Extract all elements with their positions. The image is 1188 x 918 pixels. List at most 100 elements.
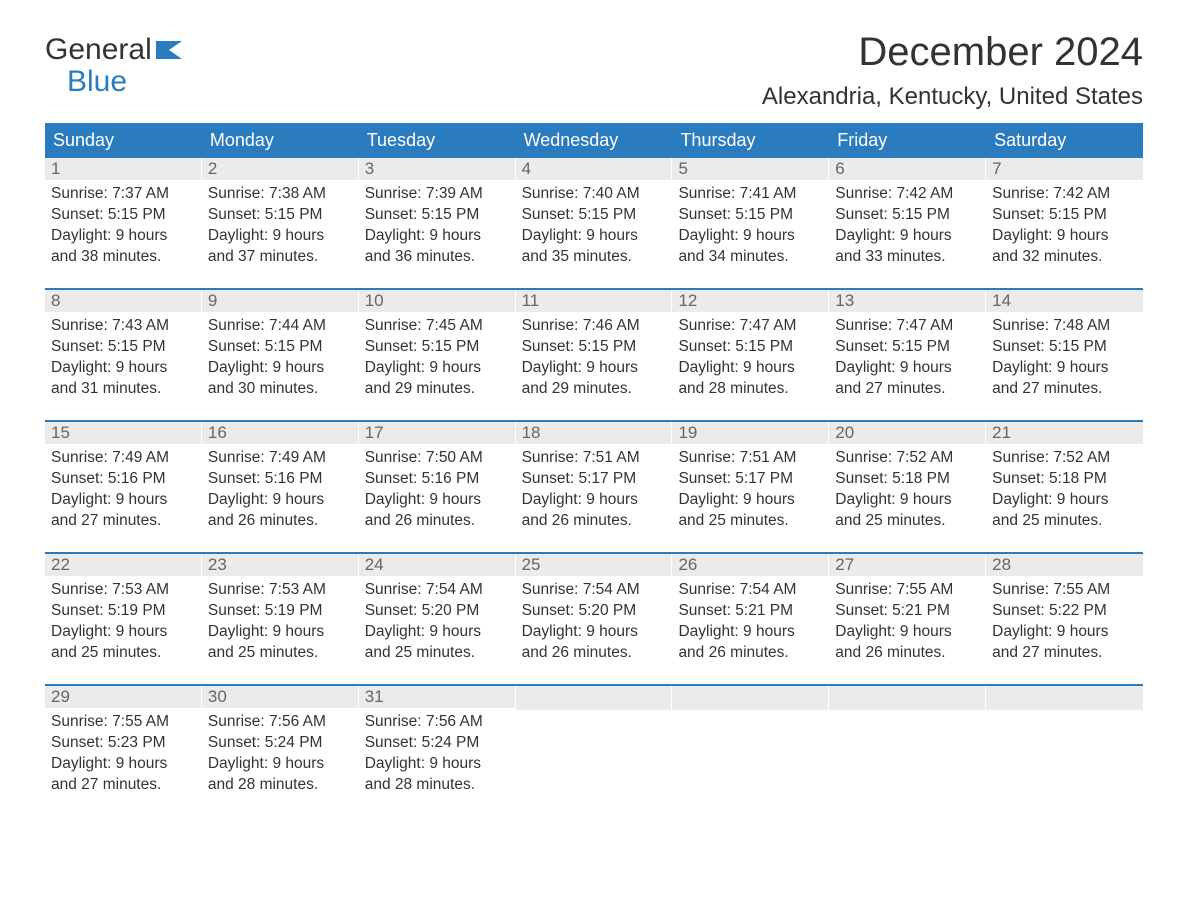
sunset-text: Sunset: 5:23 PM	[51, 733, 196, 754]
day-cell: 13Sunrise: 7:47 AMSunset: 5:15 PMDayligh…	[829, 290, 986, 420]
day-body: Sunrise: 7:47 AMSunset: 5:15 PMDaylight:…	[829, 312, 986, 404]
day-number: 21	[986, 422, 1143, 444]
sunset-text: Sunset: 5:24 PM	[208, 733, 353, 754]
sunrise-text: Sunrise: 7:42 AM	[992, 184, 1137, 205]
day-cell: 11Sunrise: 7:46 AMSunset: 5:15 PMDayligh…	[516, 290, 673, 420]
day-cell: 22Sunrise: 7:53 AMSunset: 5:19 PMDayligh…	[45, 554, 202, 684]
sunset-text: Sunset: 5:17 PM	[522, 469, 667, 490]
daylight-text-2: and 31 minutes.	[51, 379, 196, 400]
daylight-text-2: and 25 minutes.	[678, 511, 823, 532]
day-number	[672, 686, 829, 710]
daylight-text-2: and 26 minutes.	[835, 643, 980, 664]
day-number: 22	[45, 554, 202, 576]
day-number: 26	[672, 554, 829, 576]
daylight-text-1: Daylight: 9 hours	[365, 754, 510, 775]
day-body: Sunrise: 7:39 AMSunset: 5:15 PMDaylight:…	[359, 180, 516, 272]
sunrise-text: Sunrise: 7:54 AM	[365, 580, 510, 601]
daylight-text-1: Daylight: 9 hours	[678, 622, 823, 643]
day-body: Sunrise: 7:47 AMSunset: 5:15 PMDaylight:…	[672, 312, 829, 404]
day-body: Sunrise: 7:51 AMSunset: 5:17 PMDaylight:…	[672, 444, 829, 536]
day-cell: 31Sunrise: 7:56 AMSunset: 5:24 PMDayligh…	[359, 686, 516, 816]
day-cell: 14Sunrise: 7:48 AMSunset: 5:15 PMDayligh…	[986, 290, 1143, 420]
daylight-text-1: Daylight: 9 hours	[51, 226, 196, 247]
day-body: Sunrise: 7:56 AMSunset: 5:24 PMDaylight:…	[202, 708, 359, 800]
sunset-text: Sunset: 5:21 PM	[835, 601, 980, 622]
day-number: 3	[359, 158, 516, 180]
day-body: Sunrise: 7:48 AMSunset: 5:15 PMDaylight:…	[986, 312, 1143, 404]
weekday-header-row: Sunday Monday Tuesday Wednesday Thursday…	[45, 123, 1143, 158]
daylight-text-2: and 27 minutes.	[51, 775, 196, 796]
sunset-text: Sunset: 5:19 PM	[51, 601, 196, 622]
day-cell: 5Sunrise: 7:41 AMSunset: 5:15 PMDaylight…	[672, 158, 829, 288]
day-body: Sunrise: 7:51 AMSunset: 5:17 PMDaylight:…	[516, 444, 673, 536]
day-cell: 18Sunrise: 7:51 AMSunset: 5:17 PMDayligh…	[516, 422, 673, 552]
sunrise-text: Sunrise: 7:47 AM	[835, 316, 980, 337]
day-body: Sunrise: 7:54 AMSunset: 5:20 PMDaylight:…	[516, 576, 673, 668]
daylight-text-1: Daylight: 9 hours	[365, 358, 510, 379]
sunset-text: Sunset: 5:24 PM	[365, 733, 510, 754]
day-body: Sunrise: 7:49 AMSunset: 5:16 PMDaylight:…	[45, 444, 202, 536]
day-body: Sunrise: 7:44 AMSunset: 5:15 PMDaylight:…	[202, 312, 359, 404]
day-cell: 8Sunrise: 7:43 AMSunset: 5:15 PMDaylight…	[45, 290, 202, 420]
sunrise-text: Sunrise: 7:52 AM	[835, 448, 980, 469]
sunrise-text: Sunrise: 7:54 AM	[522, 580, 667, 601]
day-cell: 25Sunrise: 7:54 AMSunset: 5:20 PMDayligh…	[516, 554, 673, 684]
daylight-text-1: Daylight: 9 hours	[522, 358, 667, 379]
calendar-grid: Sunday Monday Tuesday Wednesday Thursday…	[45, 123, 1143, 816]
day-number	[829, 686, 986, 710]
sunrise-text: Sunrise: 7:44 AM	[208, 316, 353, 337]
daylight-text-1: Daylight: 9 hours	[835, 622, 980, 643]
daylight-text-2: and 25 minutes.	[208, 643, 353, 664]
weeks-container: 1Sunrise: 7:37 AMSunset: 5:15 PMDaylight…	[45, 158, 1143, 816]
daylight-text-2: and 27 minutes.	[992, 379, 1137, 400]
week-row: 22Sunrise: 7:53 AMSunset: 5:19 PMDayligh…	[45, 552, 1143, 684]
day-body: Sunrise: 7:52 AMSunset: 5:18 PMDaylight:…	[986, 444, 1143, 536]
daylight-text-1: Daylight: 9 hours	[835, 490, 980, 511]
daylight-text-2: and 25 minutes.	[835, 511, 980, 532]
sunrise-text: Sunrise: 7:50 AM	[365, 448, 510, 469]
sunset-text: Sunset: 5:16 PM	[51, 469, 196, 490]
daylight-text-2: and 27 minutes.	[992, 643, 1137, 664]
day-cell: 15Sunrise: 7:49 AMSunset: 5:16 PMDayligh…	[45, 422, 202, 552]
daylight-text-1: Daylight: 9 hours	[835, 358, 980, 379]
day-cell	[672, 686, 829, 816]
weekday-header: Monday	[202, 123, 359, 158]
daylight-text-1: Daylight: 9 hours	[365, 226, 510, 247]
day-number: 12	[672, 290, 829, 312]
day-cell: 6Sunrise: 7:42 AMSunset: 5:15 PMDaylight…	[829, 158, 986, 288]
daylight-text-1: Daylight: 9 hours	[992, 622, 1137, 643]
daylight-text-1: Daylight: 9 hours	[365, 622, 510, 643]
day-number: 16	[202, 422, 359, 444]
sunset-text: Sunset: 5:17 PM	[678, 469, 823, 490]
sunrise-text: Sunrise: 7:40 AM	[522, 184, 667, 205]
sunset-text: Sunset: 5:18 PM	[835, 469, 980, 490]
day-body	[672, 710, 829, 808]
daylight-text-2: and 35 minutes.	[522, 247, 667, 268]
daylight-text-1: Daylight: 9 hours	[522, 226, 667, 247]
weekday-header: Thursday	[672, 123, 829, 158]
sunset-text: Sunset: 5:15 PM	[365, 205, 510, 226]
location: Alexandria, Kentucky, United States	[762, 83, 1143, 111]
daylight-text-1: Daylight: 9 hours	[208, 358, 353, 379]
daylight-text-1: Daylight: 9 hours	[365, 490, 510, 511]
day-cell: 16Sunrise: 7:49 AMSunset: 5:16 PMDayligh…	[202, 422, 359, 552]
daylight-text-2: and 25 minutes.	[365, 643, 510, 664]
day-number: 17	[359, 422, 516, 444]
sunset-text: Sunset: 5:15 PM	[51, 205, 196, 226]
day-body: Sunrise: 7:41 AMSunset: 5:15 PMDaylight:…	[672, 180, 829, 272]
daylight-text-1: Daylight: 9 hours	[678, 490, 823, 511]
daylight-text-1: Daylight: 9 hours	[522, 622, 667, 643]
daylight-text-2: and 28 minutes.	[365, 775, 510, 796]
day-cell	[516, 686, 673, 816]
daylight-text-1: Daylight: 9 hours	[51, 754, 196, 775]
sunrise-text: Sunrise: 7:51 AM	[678, 448, 823, 469]
daylight-text-1: Daylight: 9 hours	[678, 358, 823, 379]
daylight-text-2: and 26 minutes.	[365, 511, 510, 532]
daylight-text-2: and 34 minutes.	[678, 247, 823, 268]
day-cell: 10Sunrise: 7:45 AMSunset: 5:15 PMDayligh…	[359, 290, 516, 420]
week-row: 29Sunrise: 7:55 AMSunset: 5:23 PMDayligh…	[45, 684, 1143, 816]
brand-line2: Blue	[67, 65, 127, 98]
day-body: Sunrise: 7:43 AMSunset: 5:15 PMDaylight:…	[45, 312, 202, 404]
sunset-text: Sunset: 5:16 PM	[365, 469, 510, 490]
daylight-text-2: and 30 minutes.	[208, 379, 353, 400]
